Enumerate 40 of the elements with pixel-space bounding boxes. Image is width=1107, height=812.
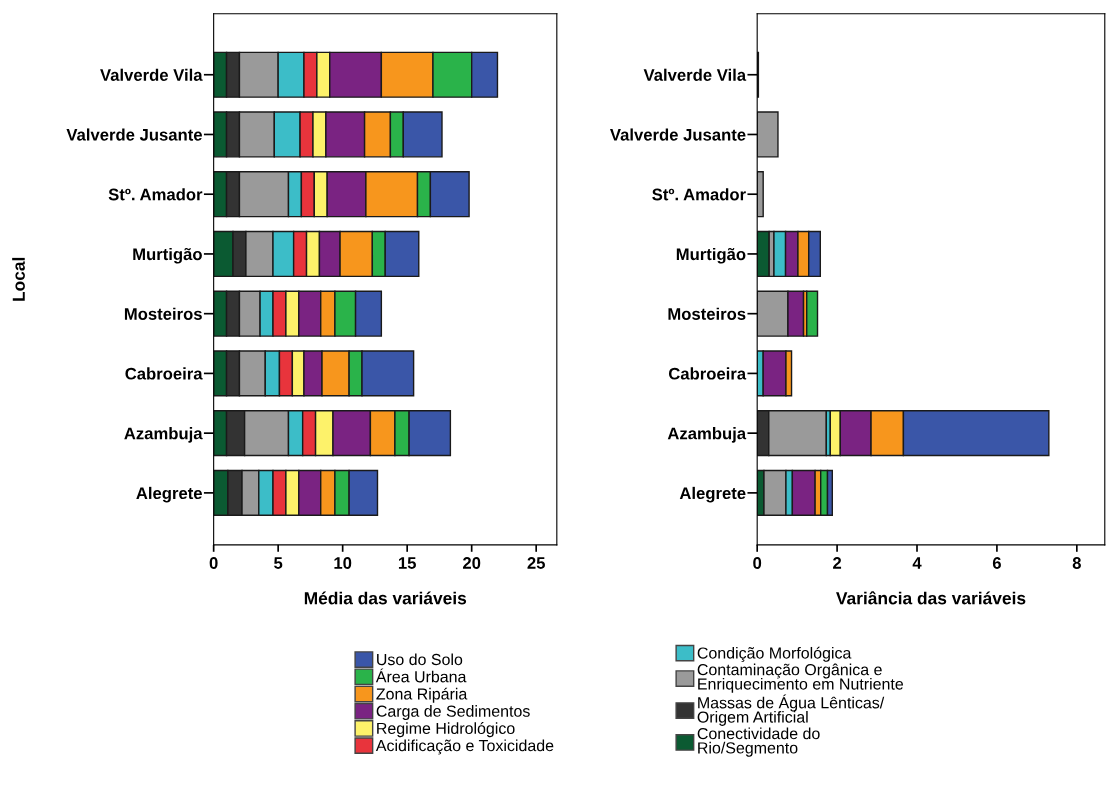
x-tick-label: 5 (274, 557, 283, 569)
y-tick-label: Valverde Vila (643, 68, 747, 81)
y-tick-label: Valverde Jusante (610, 128, 746, 141)
legend-label: Massas de Água Lênticas/ Origem Artificial (697, 694, 885, 726)
legend-label: Condição Morfológica (697, 646, 852, 662)
y-axis-title: Local (12, 257, 25, 301)
y-tick-label: Cabroeira (668, 367, 747, 380)
y-tick-label: Azambuja (667, 427, 747, 443)
y-tick-label: Mosteiros (124, 307, 202, 320)
x-tick-label: 2 (833, 557, 842, 569)
legend-label: Conectividade do Rio/Segmento (697, 727, 820, 757)
y-tick-label: Valverde Jusante (66, 128, 202, 141)
legend-label: Uso do Solo (377, 653, 463, 666)
y-tick-label: Azambuja (124, 427, 203, 443)
x-tick-label: 6 (992, 557, 1001, 569)
x-tick-label: 4 (912, 557, 922, 569)
legend-label: Carga de Sedimentos (376, 705, 530, 720)
x-tick-label: 0 (209, 557, 218, 569)
y-tick-label: Cabroeira (125, 367, 203, 380)
y-tick-label: Valverde Vila (100, 68, 203, 81)
legend-label: Regime Hidrológico (377, 722, 515, 738)
y-tick-label: Murtigão (676, 247, 746, 264)
y-tick-label: Mosteiros (668, 307, 746, 320)
x-axis-title: Média das variáveis (304, 591, 467, 605)
x-tick-label: 25 (527, 557, 545, 569)
x-axis-title: Variância das variáveis (836, 591, 1026, 605)
legend-label: Área Urbana (375, 668, 467, 683)
y-tick-label: Alegrete (136, 486, 202, 503)
legend-label: Zona Ripária (376, 687, 468, 703)
legend-label: Contaminação Orgânica e Enriquecimento em Nutriente (697, 663, 904, 693)
x-tick-label: 0 (753, 557, 762, 569)
x-tick-label: 8 (1072, 557, 1081, 569)
y-tick-label: Murtigão (133, 247, 202, 264)
y-tick-label: Stº. Amador (652, 188, 746, 201)
y-tick-label: Alegrete (679, 486, 746, 503)
y-tick-label: Stº. Amador (108, 188, 203, 201)
x-tick-label: 10 (334, 557, 352, 569)
x-tick-label: 15 (398, 557, 416, 569)
x-tick-label: 20 (462, 557, 481, 569)
legend-label: Acidificação e Toxicidade (375, 739, 554, 755)
